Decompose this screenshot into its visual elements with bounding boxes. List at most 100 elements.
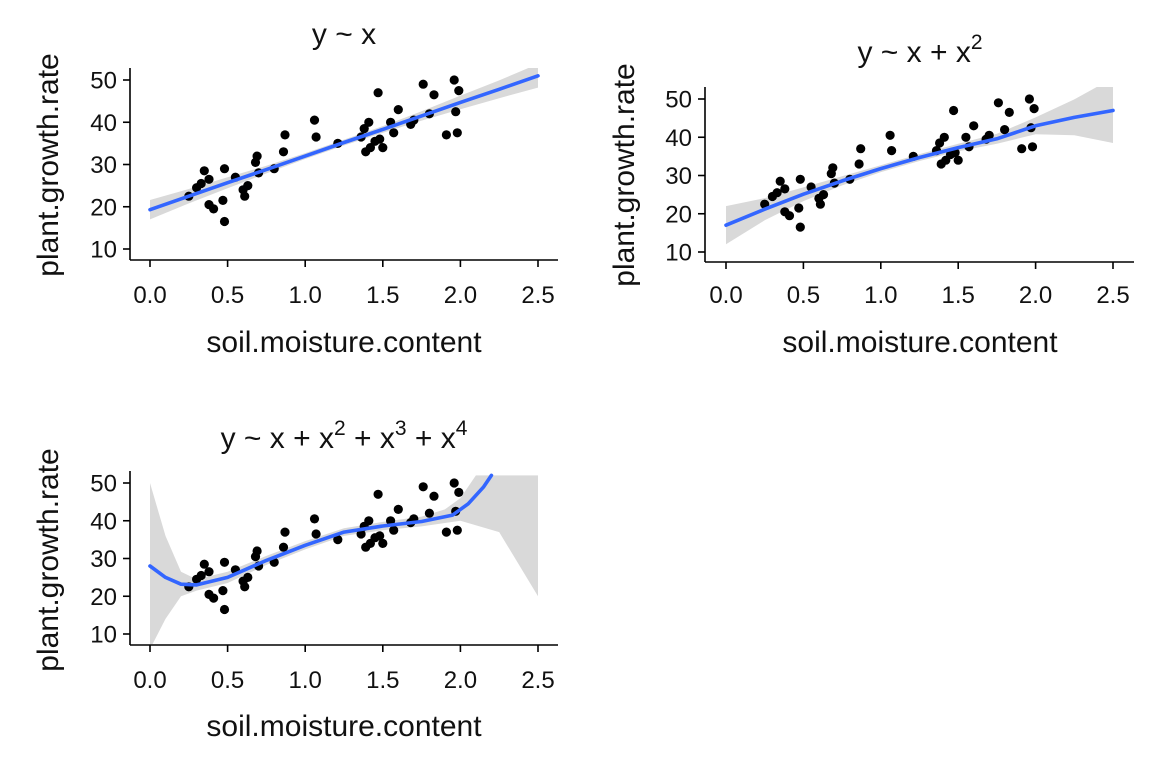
data-point — [219, 557, 230, 567]
data-point — [418, 482, 428, 492]
data-point — [815, 199, 826, 209]
y-axis-title: plant.growth.rate — [32, 448, 65, 671]
confidence-band — [726, 87, 1113, 245]
y-tick-label: 30 — [90, 152, 117, 179]
data-point — [219, 216, 230, 227]
data-point — [794, 203, 804, 213]
data-point — [199, 166, 209, 176]
data-point — [795, 174, 805, 184]
x-axis-title: soil.moisture.content — [206, 326, 482, 359]
plot-area — [148, 473, 538, 644]
data-point — [280, 130, 290, 140]
y-tick-label: 40 — [90, 508, 117, 535]
data-point — [1029, 104, 1039, 114]
x-tick-label: 0.5 — [211, 282, 244, 309]
chart-panel-2: 0.0 0.5 1.0 1.5 2.0 2.5 10 20 30 40 50 soil.moistur… — [608, 31, 1134, 359]
y-tick-label: 50 — [90, 68, 117, 95]
y-tick-label: 40 — [90, 110, 117, 137]
title-superscript: 4 — [456, 417, 468, 440]
data-point — [1017, 144, 1027, 154]
data-point — [454, 86, 464, 96]
data-point — [240, 582, 250, 592]
x-tick-label: 2.5 — [521, 667, 554, 694]
data-point — [309, 115, 320, 125]
data-point — [280, 527, 290, 537]
fit-line — [148, 473, 494, 587]
data-point — [449, 478, 459, 488]
x-tick-label: 1.0 — [289, 282, 322, 309]
data-point — [365, 143, 375, 153]
data-point — [953, 155, 963, 165]
x-tick-label: 1.0 — [289, 667, 322, 694]
data-point — [219, 604, 230, 615]
data-point — [393, 105, 403, 115]
data-point — [961, 132, 971, 142]
plot-area — [724, 87, 1115, 245]
chart-panel-3: 0.0 0.5 1.0 1.5 2.0 2.5 10 20 30 40 50 soil.moistur… — [32, 417, 558, 743]
data-point — [784, 211, 795, 221]
y-tick-label: 20 — [665, 201, 692, 228]
title-superscript: 2 — [971, 31, 983, 54]
data-point — [939, 132, 949, 142]
data-point — [389, 128, 399, 138]
data-point — [375, 134, 385, 144]
plot-area — [148, 68, 540, 227]
data-point — [441, 527, 451, 537]
data-point — [949, 105, 959, 116]
data-point — [449, 75, 459, 85]
x-tick-label: 2.0 — [444, 282, 477, 309]
data-point — [378, 143, 388, 153]
data-point — [429, 491, 439, 501]
fit-line — [148, 74, 540, 212]
y-tick-label: 10 — [665, 240, 692, 267]
data-point — [818, 190, 829, 200]
title-text: + x — [407, 422, 456, 455]
x-tick-label: 0.0 — [709, 282, 742, 309]
data-point — [389, 525, 399, 535]
data-point — [359, 124, 369, 134]
data-point — [218, 195, 228, 205]
data-point — [243, 572, 253, 583]
data-point — [969, 121, 979, 131]
data-point — [204, 174, 214, 184]
x-tick-label: 0.0 — [133, 667, 166, 694]
title-text: y ~ x + x — [221, 422, 334, 455]
x-axis-title: soil.moisture.content — [782, 326, 1058, 359]
data-point — [856, 144, 866, 154]
x-tick-label: 1.5 — [942, 282, 975, 309]
data-point — [196, 178, 206, 189]
data-point — [219, 164, 230, 174]
data-point — [1000, 125, 1010, 135]
data-point — [984, 130, 994, 140]
y-tick-label: 50 — [665, 87, 692, 114]
panel-title: y ~ x + x2 + x3 + x4 — [221, 417, 468, 455]
data-point — [199, 559, 209, 569]
data-point — [209, 204, 219, 214]
y-tick-label: 10 — [90, 622, 117, 649]
y-tick-label: 20 — [90, 194, 117, 221]
data-point — [364, 516, 374, 526]
title-text: y ~ x — [312, 18, 376, 51]
data-point — [828, 163, 838, 173]
x-tick-label: 2.5 — [1096, 282, 1129, 309]
data-point — [1027, 142, 1038, 152]
x-tick-label: 0.0 — [133, 282, 166, 309]
data-point — [454, 487, 464, 497]
title-superscript: 3 — [395, 417, 407, 440]
data-point — [429, 90, 439, 100]
data-point — [240, 191, 250, 201]
x-tick-label: 2.0 — [1019, 282, 1052, 309]
x-tick-label: 1.5 — [366, 282, 399, 309]
data-point — [243, 181, 253, 191]
data-point — [418, 79, 428, 89]
data-point — [452, 525, 462, 535]
x-tick-label: 2.5 — [521, 282, 554, 309]
fit-line — [724, 108, 1115, 227]
data-point — [993, 98, 1004, 108]
x-tick-label: 1.5 — [366, 667, 399, 694]
data-point — [333, 535, 343, 545]
data-point — [795, 222, 805, 232]
data-point — [373, 88, 383, 98]
data-point — [854, 159, 864, 169]
